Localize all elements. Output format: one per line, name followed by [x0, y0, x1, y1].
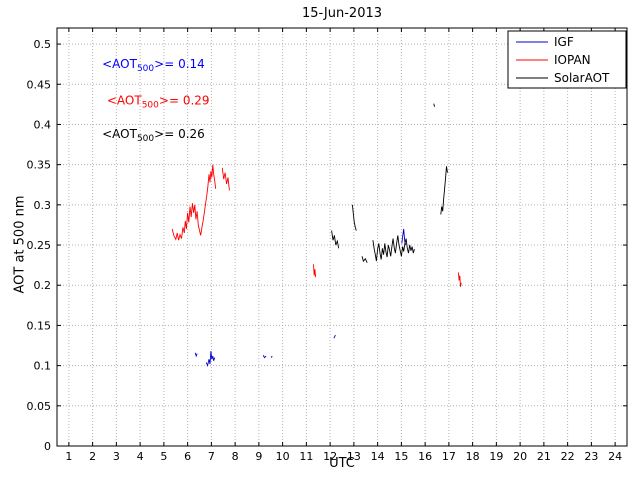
x-tick-label: 12 [323, 450, 337, 463]
annotation-mean-aot: <AOT500>= 0.14 [102, 57, 205, 74]
y-tick-label: 0.1 [34, 360, 52, 373]
x-tick-label: 17 [442, 450, 456, 463]
series-IGF [205, 351, 216, 368]
series-SolarAOT [331, 230, 340, 249]
x-tick-label: 21 [537, 450, 551, 463]
legend-label-SolarAOT: SolarAOT [554, 71, 610, 85]
x-tick-label: 15 [394, 450, 408, 463]
series-IGF [194, 352, 198, 358]
chart-title: 15-Jun-2013 [301, 6, 383, 21]
series-SolarAOT [372, 235, 415, 262]
series-IOPAN [313, 264, 317, 278]
legend-label-IOPAN: IOPAN [554, 53, 591, 67]
x-tick-label: 24 [608, 450, 622, 463]
series-IOPAN [221, 167, 230, 191]
y-tick-label: 0.35 [27, 159, 52, 172]
series-SolarAOT [440, 166, 448, 215]
x-tick-label: 14 [371, 450, 385, 463]
series-IGF [262, 354, 267, 359]
series-IGF [333, 334, 336, 339]
y-tick-label: 0.5 [34, 38, 52, 51]
x-tick-label: 20 [513, 450, 527, 463]
x-tick-label: 1 [65, 450, 72, 463]
x-tick-label: 7 [208, 450, 215, 463]
x-tick-label: 23 [584, 450, 598, 463]
series-SolarAOT [433, 103, 436, 107]
y-tick-label: 0.3 [34, 199, 52, 212]
series-IOPAN [457, 272, 462, 287]
x-tick-label: 9 [255, 450, 262, 463]
x-tick-label: 10 [276, 450, 290, 463]
x-tick-label: 13 [347, 450, 361, 463]
x-tick-label: 4 [137, 450, 144, 463]
y-tick-label: 0.4 [34, 118, 52, 131]
y-tick-label: 0.45 [27, 78, 52, 91]
y-tick-label: 0.2 [34, 279, 52, 292]
x-axis-label: UTC [329, 456, 355, 471]
x-tick-label: 19 [489, 450, 503, 463]
y-tick-label: 0.05 [27, 400, 52, 413]
annotation-mean-aot: <AOT500>= 0.29 [107, 93, 210, 110]
x-tick-label: 2 [89, 450, 96, 463]
series-SolarAOT [351, 204, 357, 231]
x-tick-label: 6 [184, 450, 191, 463]
x-tick-label: 22 [561, 450, 575, 463]
series-SolarAOT [361, 256, 368, 263]
x-tick-label: 11 [299, 450, 313, 463]
legend-label-IGF: IGF [554, 35, 574, 49]
x-tick-label: 16 [418, 450, 432, 463]
annotation-mean-aot: <AOT500>= 0.26 [102, 127, 205, 144]
y-tick-label: 0.15 [27, 319, 52, 332]
x-tick-label: 5 [160, 450, 167, 463]
y-tick-label: 0.25 [27, 239, 52, 252]
series-IGF [270, 355, 273, 358]
x-tick-label: 18 [466, 450, 480, 463]
y-tick-label: 0 [44, 440, 51, 453]
x-tick-label: 3 [113, 450, 120, 463]
x-tick-label: 8 [232, 450, 239, 463]
series-IOPAN [171, 164, 217, 241]
axes-box [56, 27, 628, 447]
